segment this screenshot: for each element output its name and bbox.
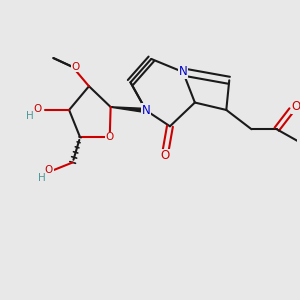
Polygon shape xyxy=(111,107,146,112)
Text: O: O xyxy=(161,149,170,162)
Text: O: O xyxy=(45,165,53,175)
Text: N: N xyxy=(142,104,151,117)
Text: O: O xyxy=(34,104,42,114)
Text: N: N xyxy=(178,65,188,79)
Text: O: O xyxy=(106,132,114,142)
Text: H: H xyxy=(38,173,45,183)
Text: H: H xyxy=(26,112,34,122)
Text: O: O xyxy=(291,100,300,113)
Text: O: O xyxy=(71,62,80,72)
